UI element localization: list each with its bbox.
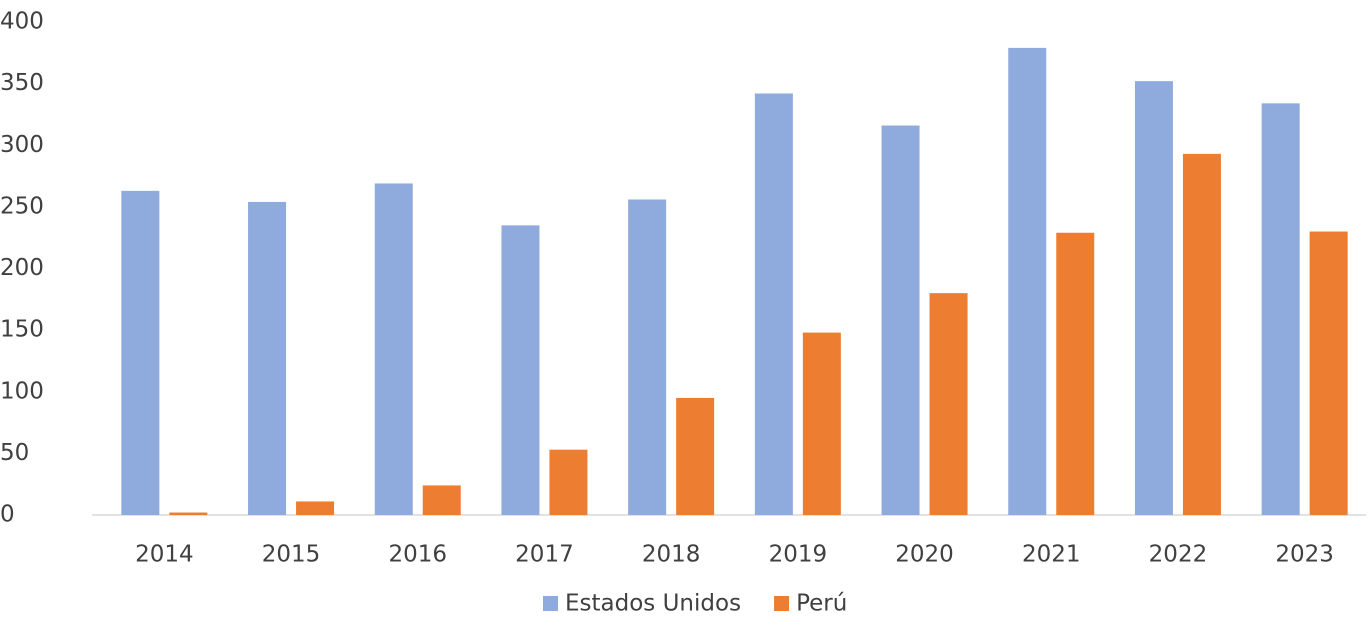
x-tick-label: 2020 xyxy=(895,542,954,568)
bar xyxy=(374,183,413,515)
x-tick-label: 2017 xyxy=(515,542,574,568)
bar xyxy=(1182,153,1221,515)
bar xyxy=(549,449,588,515)
bar xyxy=(802,332,841,515)
y-tick-label: 50 xyxy=(0,440,29,466)
bar xyxy=(676,397,715,515)
bar xyxy=(501,225,540,516)
legend-swatch xyxy=(774,596,790,611)
bar xyxy=(1008,47,1047,515)
bar xyxy=(121,190,160,516)
x-tick-label: 2023 xyxy=(1275,542,1334,568)
y-tick-label: 350 xyxy=(0,70,44,96)
y-tick-label: 300 xyxy=(0,132,44,158)
bar xyxy=(881,125,920,515)
y-tick-label: 400 xyxy=(0,9,44,35)
bar xyxy=(1309,231,1348,515)
bar xyxy=(248,201,287,515)
x-tick-label: 2015 xyxy=(262,542,321,568)
bar xyxy=(754,93,793,516)
x-tick-label: 2021 xyxy=(1022,542,1081,568)
x-tick-label: 2022 xyxy=(1149,542,1208,568)
bar xyxy=(422,485,461,515)
x-tick-label: 2018 xyxy=(642,542,701,568)
bar xyxy=(1134,81,1173,515)
x-tick-label: 2019 xyxy=(769,542,828,568)
x-tick-label: 2014 xyxy=(135,542,194,568)
y-tick-label: 100 xyxy=(0,378,44,404)
y-tick-label: 0 xyxy=(0,502,15,528)
y-tick-label: 250 xyxy=(0,193,44,219)
legend-swatch xyxy=(543,596,558,611)
bar xyxy=(296,501,335,515)
y-tick-label: 150 xyxy=(0,317,44,343)
bar xyxy=(169,512,208,515)
x-tick-label: 2016 xyxy=(388,542,447,568)
bar xyxy=(1056,232,1095,515)
bar xyxy=(1261,103,1300,515)
legend-label: Estados Unidos xyxy=(565,591,741,617)
legend-label: Perú xyxy=(796,591,847,617)
bar xyxy=(628,199,667,516)
bar xyxy=(929,293,968,515)
y-tick-label: 200 xyxy=(0,255,44,281)
